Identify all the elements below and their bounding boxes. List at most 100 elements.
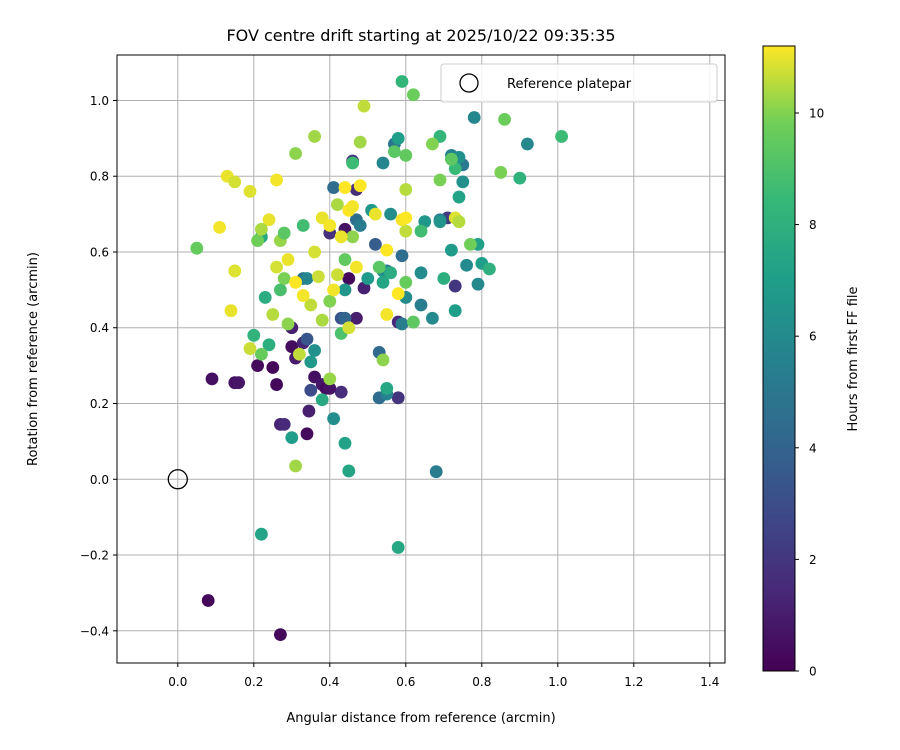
data-point — [205, 372, 219, 386]
data-point — [464, 238, 477, 251]
data-point — [258, 291, 272, 304]
x-tick-label: 1.2 — [624, 675, 643, 689]
x-axis-label: Angular distance from reference (arcmin) — [286, 711, 555, 726]
colorbar-tick-label: 6 — [809, 330, 817, 344]
data-point — [498, 112, 511, 126]
tick-layer: 0.0 0.2 0.4 0.6 0.8 1.0 1.2 1.4 −0.4 −0.2 0.0 0.2 0.… — [80, 94, 719, 689]
data-point — [323, 294, 337, 308]
data-point — [521, 137, 534, 151]
data-point — [353, 135, 367, 149]
data-point — [277, 417, 291, 431]
reference-platepar-marker — [167, 469, 188, 490]
data-point — [304, 355, 318, 369]
data-point — [350, 311, 363, 325]
x-tick-label: 0.0 — [168, 675, 187, 689]
data-point — [483, 262, 496, 276]
data-point — [255, 527, 268, 541]
data-point — [426, 137, 439, 151]
data-point — [266, 308, 280, 321]
colorbar-tick-label: 10 — [809, 106, 824, 120]
data-point — [361, 272, 375, 285]
data-point — [331, 268, 344, 282]
data-point — [293, 347, 306, 361]
data-point — [190, 241, 204, 255]
data-point — [353, 219, 367, 232]
data-point — [308, 130, 321, 143]
data-point — [399, 183, 413, 196]
data-point — [308, 245, 321, 259]
data-point — [414, 266, 428, 280]
data-point — [433, 215, 447, 229]
data-point — [327, 412, 340, 426]
data-point — [353, 179, 367, 193]
data-point — [448, 279, 462, 293]
data-point — [414, 298, 428, 312]
data-point — [243, 184, 257, 198]
data-point — [445, 243, 458, 257]
data-point — [300, 427, 314, 441]
data-point — [270, 378, 283, 391]
data-point — [372, 260, 386, 274]
colorbar-label: Hours from first FF file — [846, 286, 861, 431]
data-point — [414, 224, 428, 238]
data-point — [376, 353, 390, 367]
data-point — [228, 175, 242, 189]
x-tick-label: 0.8 — [472, 675, 491, 689]
legend-reference-marker — [459, 73, 479, 93]
data-point — [346, 156, 359, 170]
data-point — [304, 298, 318, 312]
data-point — [376, 156, 390, 170]
data-point — [380, 308, 394, 321]
y-tick-label: 0.4 — [90, 321, 109, 335]
data-point — [452, 190, 466, 204]
y-tick-label: 0.6 — [90, 245, 109, 259]
data-point — [380, 243, 394, 257]
colorbar: 0 2 4 6 8 10 Hours from first FF file — [762, 45, 861, 679]
data-point — [376, 275, 390, 289]
data-point — [346, 230, 359, 244]
data-point — [342, 464, 356, 478]
colorbar-gradient — [762, 45, 796, 672]
data-point — [342, 272, 356, 285]
y-tick-label: 1.0 — [90, 94, 109, 108]
data-point — [437, 272, 451, 285]
x-tick-label: 1.4 — [700, 675, 719, 689]
data-point — [395, 317, 409, 331]
data-point — [338, 283, 352, 297]
data-point — [228, 264, 242, 278]
data-point — [369, 207, 382, 221]
data-point — [224, 304, 238, 318]
data-point — [277, 272, 291, 285]
data-point — [448, 304, 462, 318]
data-point — [274, 283, 287, 297]
data-point — [300, 272, 314, 285]
data-point — [315, 393, 329, 407]
data-point — [380, 381, 394, 395]
data-point — [456, 175, 470, 189]
data-point — [494, 166, 508, 179]
data-point — [555, 130, 568, 143]
data-point — [331, 198, 344, 212]
data-point — [308, 344, 321, 357]
data-point — [327, 283, 340, 297]
data-point — [338, 253, 352, 266]
y-axis-label: Rotation from reference (arcmin) — [26, 252, 41, 466]
legend: Reference platepar — [440, 63, 718, 103]
data-point — [426, 311, 439, 325]
data-point — [281, 317, 295, 331]
data-point — [342, 321, 356, 335]
x-tick-label: 0.2 — [244, 675, 263, 689]
data-point — [433, 173, 447, 187]
data-point — [255, 347, 268, 361]
data-point — [255, 222, 268, 236]
data-point — [391, 391, 405, 405]
legend-label: Reference platepar — [507, 77, 632, 92]
colorbar-tick-label: 8 — [809, 218, 817, 232]
data-point — [247, 328, 261, 342]
data-point — [399, 148, 413, 162]
data-point — [304, 383, 318, 397]
y-tick-label: 0.8 — [90, 170, 109, 184]
plot-frame — [116, 54, 726, 664]
data-point — [277, 226, 291, 240]
